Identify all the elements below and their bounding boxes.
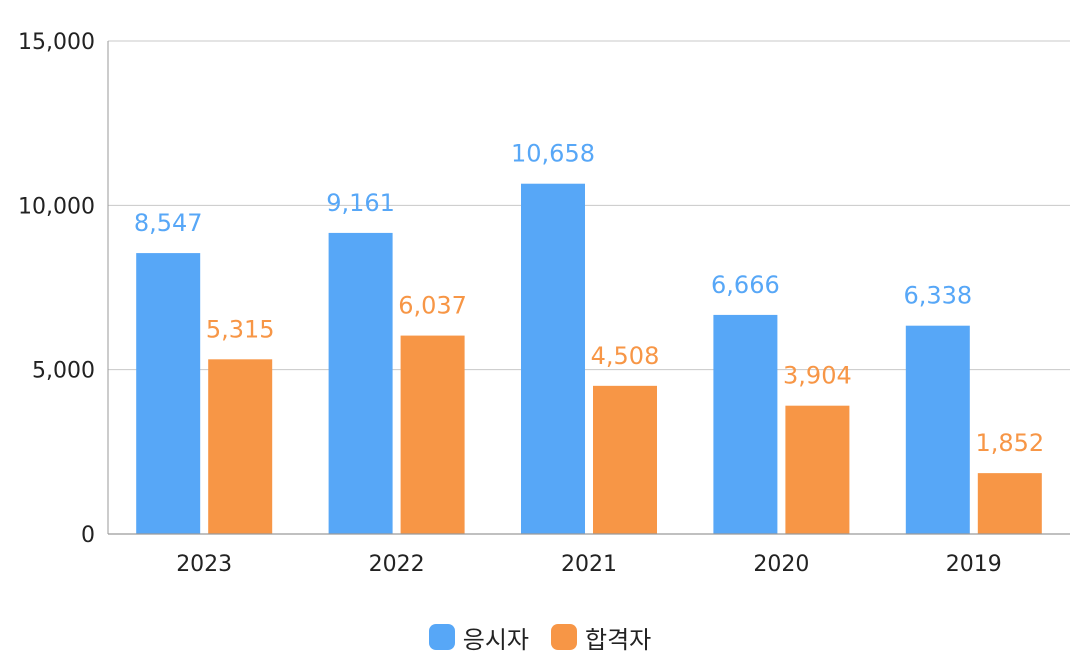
legend-swatch-series-1: [428, 624, 455, 650]
data-label: 6,666: [711, 271, 780, 299]
data-label: 9,161: [326, 189, 395, 217]
legend-label-series-2: 합격자: [585, 625, 652, 654]
bar: [905, 325, 970, 534]
data-label: 1,852: [975, 429, 1044, 457]
data-label: 4,508: [591, 342, 660, 370]
legend-item-series-1[interactable]: 응시자: [428, 620, 529, 655]
bar-chart: 8,547 5,315 9,161 6,037 10,658 4,508 6,666 3,90…: [18, 30, 1070, 577]
y-tick-label: 0: [81, 523, 95, 548]
bar: [713, 314, 778, 534]
bar: [593, 385, 657, 534]
legend-swatch-series-2: [551, 624, 577, 650]
data-label: 6,037: [398, 292, 467, 320]
legend-label-series-1: 응시자: [462, 625, 529, 654]
axes: 0 5,000 10,000 15,000 2023 2022 2021 2020 2019: [18, 30, 1070, 577]
bar: [208, 359, 273, 534]
bar: [977, 473, 1042, 534]
bars: [136, 183, 1042, 535]
data-label: 6,338: [903, 282, 972, 310]
bar: [328, 232, 393, 535]
bar: [400, 335, 465, 534]
bar: [785, 405, 850, 534]
x-tick-label: 2023: [176, 552, 232, 577]
data-label: 5,315: [206, 315, 275, 343]
legend: 응시자 합격자: [0, 615, 1080, 659]
data-label: 3,904: [783, 362, 852, 390]
y-tick-label: 15,000: [18, 30, 95, 55]
bar: [521, 183, 585, 534]
data-labels: 8,547 5,315 9,161 6,037 10,658 4,508 6,666 3,90…: [134, 140, 1044, 457]
bar: [136, 253, 201, 534]
y-tick-label: 5,000: [32, 359, 95, 384]
data-label: 10,658: [511, 140, 595, 168]
x-tick-label: 2019: [946, 552, 1002, 577]
x-tick-label: 2022: [369, 552, 425, 577]
data-label: 8,547: [134, 209, 203, 237]
y-tick-label: 10,000: [18, 194, 95, 219]
x-tick-label: 2020: [753, 552, 809, 577]
legend-item-series-2[interactable]: 합격자: [551, 620, 651, 655]
x-tick-label: 2021: [561, 552, 617, 577]
